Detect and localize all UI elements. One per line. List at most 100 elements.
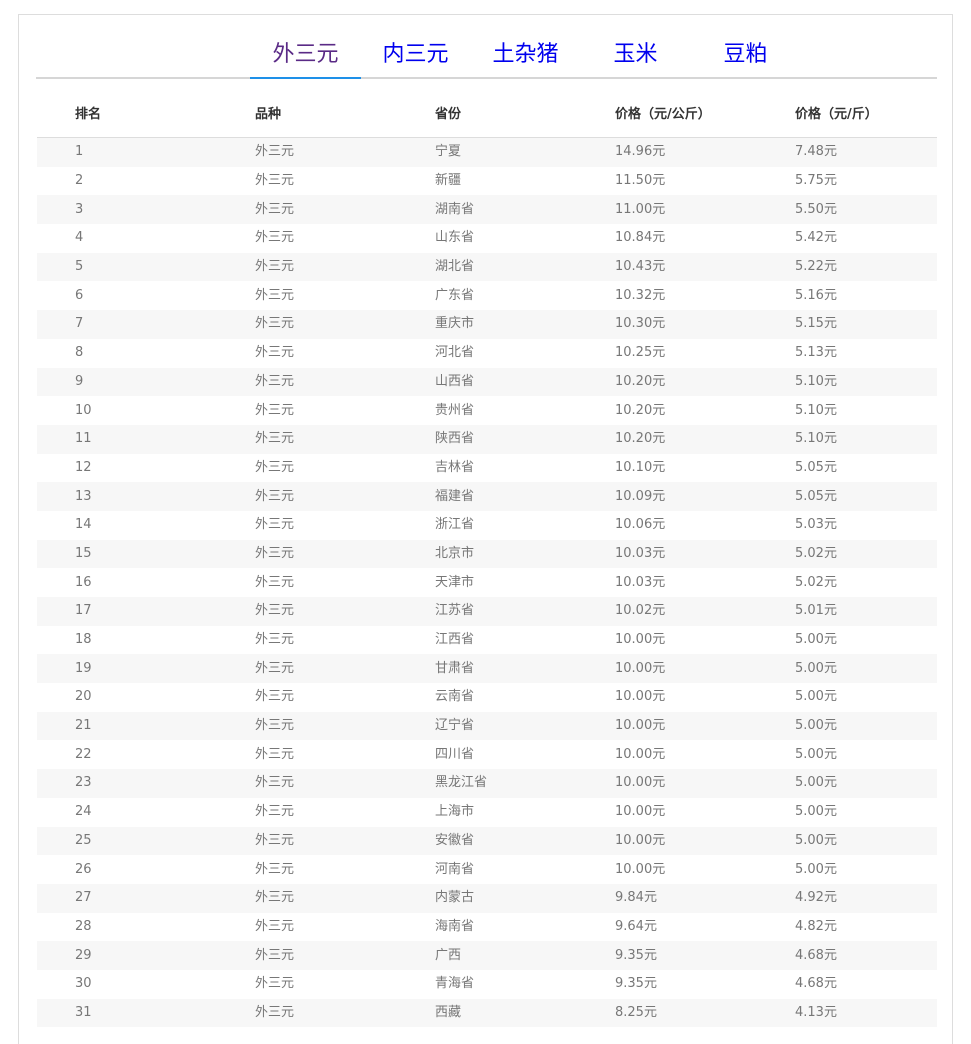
cell-province: 河南省: [435, 861, 475, 877]
cell-variety: 外三元: [217, 654, 397, 684]
cell-province: 山东省: [435, 230, 475, 246]
table-row: 28 外三元 海南省 9.64元 4.82元: [37, 913, 937, 942]
cell-price-per-kg: 10.09元: [577, 482, 757, 511]
cell-variety: 外三元: [255, 746, 295, 762]
cell-price-per-jin: 4.82元: [795, 918, 837, 934]
cell-variety: 外三元: [255, 287, 295, 303]
table-row: 24 外三元 上海市 10.00元 5.00元: [37, 798, 937, 827]
cell-price-per-jin: 4.13元: [757, 998, 937, 1028]
cell-rank: 1: [37, 137, 217, 167]
cell-variety: 外三元: [217, 424, 397, 454]
cell-province: 湖北省: [397, 252, 577, 282]
cell-variety: 外三元: [255, 976, 295, 992]
cell-price-per-jin: 5.75元: [795, 173, 837, 189]
table-row: 23 外三元 黑龙江省 10.00元 5.00元: [37, 769, 937, 798]
table-row: 30 外三元 青海省 9.35元 4.68元: [37, 970, 937, 999]
cell-variety: 外三元: [255, 574, 295, 590]
cell-rank: 3: [37, 195, 217, 225]
cell-rank: 20: [75, 689, 92, 705]
cell-price-per-jin: 4.92元: [757, 883, 937, 913]
table-row: 20 外三元 云南省 10.00元 5.00元: [37, 683, 937, 712]
column-header-province: 省份: [397, 101, 577, 138]
cell-province: 海南省: [435, 918, 475, 934]
cell-price-per-jin: 5.15元: [757, 310, 937, 339]
cell-province: 山西省: [397, 367, 577, 397]
cell-province: 北京市: [397, 539, 577, 569]
cell-price-per-kg: 10.03元: [615, 574, 666, 590]
cell-price-per-kg: 10.00元: [615, 632, 666, 648]
table-row: 6 外三元 广东省 10.32元 5.16元: [37, 281, 937, 310]
tab-corn[interactable]: 玉米: [613, 42, 658, 67]
cell-price-per-jin: 5.00元: [795, 632, 837, 648]
cell-variety: 外三元: [255, 173, 295, 189]
cell-province: 江西省: [435, 632, 475, 648]
cell-rank: 21: [37, 711, 217, 741]
cell-price-per-jin: 5.00元: [795, 689, 837, 705]
cell-rank: 4: [75, 230, 84, 246]
table-row: 22 外三元 四川省 10.00元 5.00元: [37, 740, 937, 769]
cell-rank: 7: [37, 310, 217, 339]
cell-variety: 外三元: [217, 482, 397, 511]
cell-price-per-jin: 5.00元: [757, 711, 937, 741]
cell-rank: 8: [75, 345, 84, 361]
cell-rank: 13: [37, 482, 217, 511]
cell-price-per-kg: 10.03元: [577, 539, 757, 569]
cell-rank: 17: [37, 597, 217, 626]
cell-province: 贵州省: [435, 402, 475, 418]
cell-variety: 外三元: [255, 345, 295, 361]
table-row: 13 外三元 福建省 10.09元 5.05元: [37, 482, 937, 511]
cell-price-per-jin: 5.10元: [795, 402, 837, 418]
cell-rank: 6: [75, 287, 84, 303]
cell-rank: 26: [75, 861, 92, 877]
tab-tu-za-zhu[interactable]: 土杂猪: [492, 42, 559, 67]
cell-price-per-kg: 10.30元: [577, 310, 757, 339]
cell-price-per-jin: 5.42元: [795, 230, 837, 246]
cell-province: 江苏省: [397, 597, 577, 626]
table-row: 1 外三元 宁夏 14.96元 7.48元: [37, 137, 937, 167]
cell-price-per-jin: 5.01元: [757, 597, 937, 626]
cell-price-per-kg: 14.96元: [577, 137, 757, 167]
cell-variety: 外三元: [217, 769, 397, 798]
tab-wai-san-yuan[interactable]: 外三元: [250, 37, 361, 79]
cell-rank: 2: [75, 173, 84, 189]
cell-price-per-kg: 10.00元: [577, 711, 757, 741]
cell-variety: 外三元: [255, 402, 295, 418]
cell-rank: 12: [75, 459, 92, 475]
cell-price-per-kg: 10.06元: [615, 517, 666, 533]
cell-province: 辽宁省: [397, 711, 577, 741]
cell-price-per-kg: 11.50元: [615, 173, 666, 189]
column-header-rank: 排名: [37, 101, 217, 138]
table-row: 29 外三元 广西 9.35元 4.68元: [37, 941, 937, 970]
table-row: 27 外三元 内蒙古 9.84元 4.92元: [37, 883, 937, 913]
cell-price-per-jin: 7.48元: [757, 137, 937, 167]
cell-price-per-kg: 9.35元: [577, 941, 757, 970]
cell-variety: 外三元: [255, 689, 295, 705]
cell-price-per-jin: 5.13元: [795, 345, 837, 361]
cell-variety: 外三元: [255, 517, 295, 533]
cell-price-per-kg: 10.00元: [577, 826, 757, 856]
cell-rank: 16: [75, 574, 92, 590]
tab-nei-san-yuan[interactable]: 内三元: [382, 42, 449, 67]
cell-province: 四川省: [435, 746, 475, 762]
cell-price-per-jin: 5.05元: [757, 482, 937, 511]
table-row: 17 外三元 江苏省 10.02元 5.01元: [37, 597, 937, 626]
cell-rank: 27: [37, 883, 217, 913]
cell-variety: 外三元: [217, 539, 397, 569]
column-header-price-per-jin: 价格（元/斤）: [757, 101, 937, 138]
cell-province: 广东省: [435, 287, 475, 303]
tab-soybean-meal[interactable]: 豆粕: [723, 42, 768, 67]
cell-price-per-kg: 10.00元: [577, 654, 757, 684]
cell-price-per-jin: 5.16元: [795, 287, 837, 303]
cell-variety: 外三元: [217, 367, 397, 397]
cell-price-per-kg: 10.43元: [577, 252, 757, 282]
tab-bar: 外三元 内三元 土杂猪 玉米 豆粕: [36, 37, 937, 79]
table-row: 12 外三元 吉林省 10.10元 5.05元: [37, 454, 937, 483]
cell-price-per-kg: 10.00元: [615, 861, 666, 877]
cell-price-per-jin: 5.00元: [757, 826, 937, 856]
cell-variety: 外三元: [255, 230, 295, 246]
cell-price-per-jin: 4.68元: [757, 941, 937, 970]
cell-price-per-jin: 5.03元: [795, 517, 837, 533]
cell-variety: 外三元: [255, 918, 295, 934]
cell-rank: 29: [37, 941, 217, 970]
cell-rank: 19: [37, 654, 217, 684]
